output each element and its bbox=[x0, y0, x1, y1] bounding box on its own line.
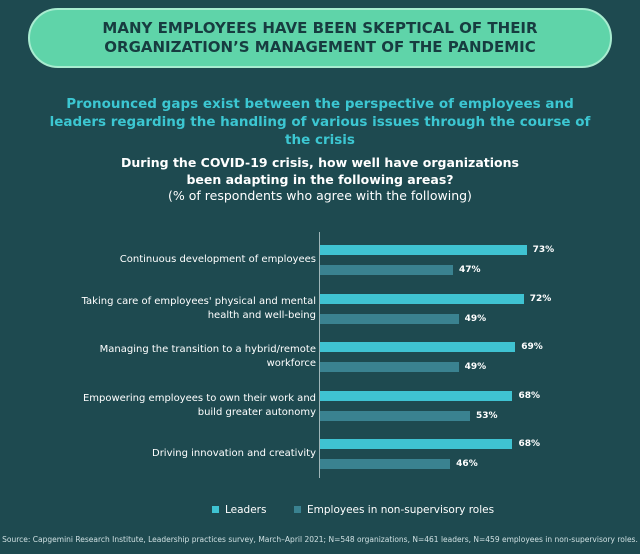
title-banner: MANY EMPLOYEES HAVE BEEN SKEPTICAL OF TH… bbox=[28, 8, 612, 68]
legend-swatch bbox=[294, 506, 301, 513]
bar bbox=[320, 293, 524, 304]
value-label: 69% bbox=[521, 342, 543, 352]
category-label: Driving innovation and creativity bbox=[152, 448, 316, 459]
value-label: 68% bbox=[518, 439, 540, 449]
source: Source: Capgemini Research Institute, Le… bbox=[2, 535, 638, 544]
bar bbox=[320, 342, 516, 352]
legend-label: Leaders bbox=[225, 504, 267, 516]
bar bbox=[320, 459, 451, 469]
note: (% of respondents who agree with the fol… bbox=[168, 188, 472, 203]
bar bbox=[320, 439, 513, 449]
category-label: Taking care of employees' physical and m… bbox=[81, 295, 316, 321]
axis-line bbox=[319, 232, 320, 478]
value-label: 46% bbox=[456, 459, 478, 469]
bar bbox=[320, 390, 513, 401]
bar bbox=[320, 362, 459, 372]
bar bbox=[320, 265, 453, 275]
bar bbox=[320, 313, 459, 324]
value-label: 68% bbox=[518, 390, 540, 401]
value-label: 72% bbox=[529, 293, 552, 304]
question: During the COVID-19 crisis, how well hav… bbox=[121, 155, 519, 187]
bar bbox=[320, 245, 527, 255]
legend-label: Employees in non-supervisory roles bbox=[307, 504, 495, 516]
legend-swatch bbox=[212, 506, 219, 513]
value-label: 53% bbox=[475, 410, 498, 421]
value-label: 73% bbox=[532, 245, 555, 255]
bar bbox=[320, 410, 470, 421]
category-label: Managing the transition to a hybrid/remo… bbox=[99, 344, 316, 369]
value-label: 49% bbox=[464, 362, 487, 372]
value-label: 47% bbox=[459, 265, 481, 275]
subtitle: Pronounced gaps exist between the perspe… bbox=[49, 96, 591, 148]
value-label: 49% bbox=[464, 313, 487, 324]
category-label: Empowering employees to own their work a… bbox=[82, 392, 316, 418]
category-label: Continuous development of employees bbox=[119, 254, 316, 265]
chart-title: MANY EMPLOYEES HAVE BEEN SKEPTICAL OF TH… bbox=[102, 19, 538, 56]
